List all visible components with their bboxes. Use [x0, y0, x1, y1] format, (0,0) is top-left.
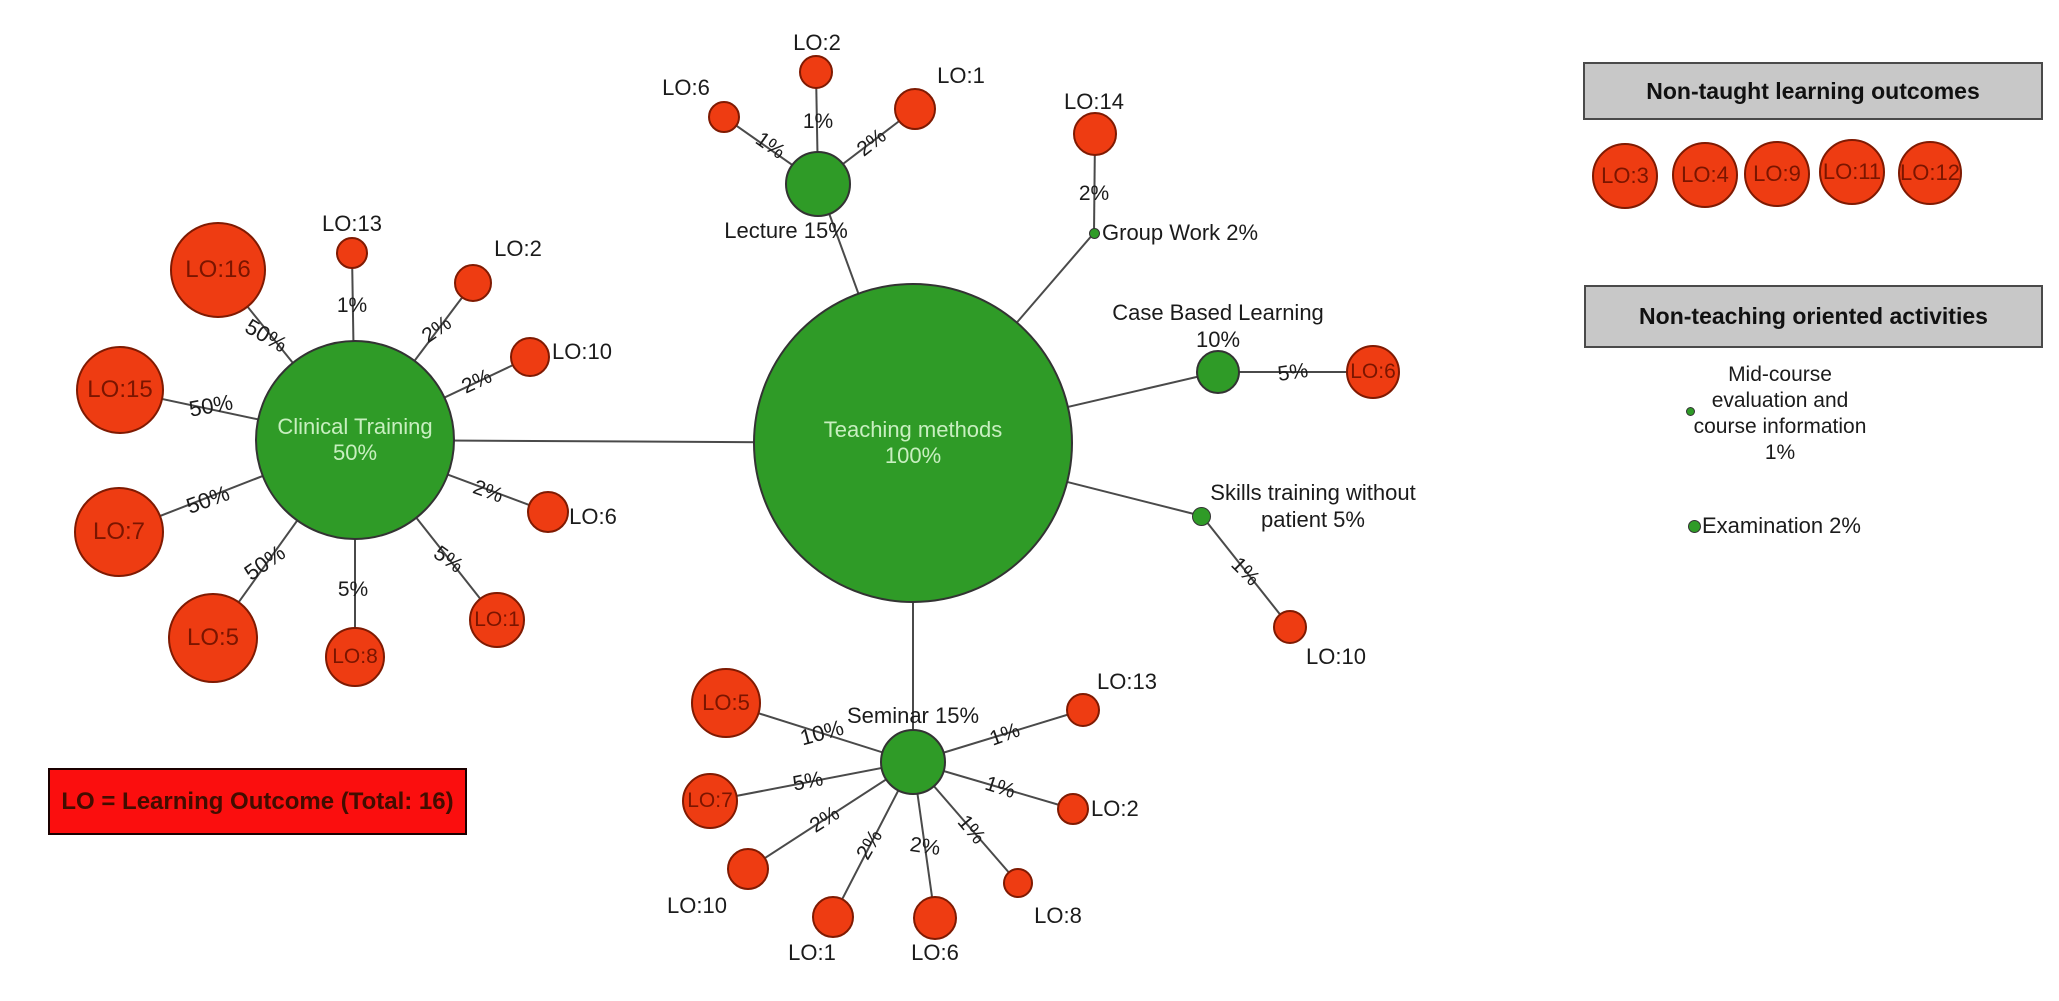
- midcourse-label-line4: 1%: [1764, 441, 1796, 464]
- edge-pct-clinical-lo8: 5%: [337, 578, 369, 601]
- node-seminar-lo5: LO:5: [691, 668, 761, 738]
- node-clinical-lo15: LO:15: [76, 346, 164, 434]
- edge-pct-clinical-lo13: 1%: [336, 294, 368, 317]
- non-teaching-header: Non-teaching oriented activities: [1584, 285, 2043, 348]
- lecture-lo6-outer-label: LO:6: [662, 75, 710, 100]
- node-lecture: [785, 151, 851, 217]
- cbl-lo6-label: LO:6: [1350, 360, 1396, 383]
- seminar-lo8-outer-label: LO:8: [1034, 903, 1082, 928]
- node-group-work-lo14: [1073, 112, 1117, 156]
- node-lecture-lo6: [708, 101, 740, 133]
- non-taught-header-label: Non-taught learning outcomes: [1646, 77, 1980, 104]
- seminar-lo13-outer-label: LO:13: [1097, 669, 1157, 694]
- lecture-lo1-outer-label: LO:1: [937, 63, 985, 88]
- node-lecture-lo1: [894, 88, 936, 130]
- nontaught-lo3-label: LO:3: [1601, 163, 1649, 188]
- clinical-lo2-outer-label: LO:2: [494, 236, 542, 261]
- node-nontaught-lo9: LO:9: [1744, 141, 1810, 207]
- node-seminar-lo13: [1066, 693, 1100, 727]
- lecture-label: Lecture 15%: [724, 218, 848, 243]
- seminar-label: Seminar 15%: [846, 703, 980, 728]
- seminar-lo2-outer-label: LO:2: [1091, 796, 1139, 821]
- clinical-lo16-label: LO:16: [185, 256, 251, 283]
- skills-training-label: Skills training without patient 5%: [1210, 479, 1415, 533]
- node-seminar-lo6: [913, 896, 957, 940]
- node-nontaught-lo11: LO:11: [1819, 139, 1885, 205]
- node-clinical-lo8: LO:8: [325, 627, 385, 687]
- legend-box: LO = Learning Outcome (Total: 16): [48, 768, 467, 835]
- seminar-lo6-outer-label: LO:6: [911, 940, 959, 965]
- clinical-lo7-label: LO:7: [92, 518, 146, 545]
- clinical-lo1-label: LO:1: [474, 608, 520, 631]
- midcourse-label-line3: course information: [1693, 415, 1867, 438]
- node-seminar-lo7: LO:7: [682, 773, 738, 829]
- midcourse-bullet-dot: [1686, 407, 1695, 416]
- skills-training-label-line2: patient 5%: [1261, 507, 1365, 532]
- node-cbl-lo6: LO:6: [1346, 345, 1400, 399]
- case-based-learning-label: Case Based Learning 10%: [1112, 299, 1324, 353]
- node-nontaught-lo4: LO:4: [1672, 142, 1738, 208]
- seminar-lo10-outer-label: LO:10: [667, 893, 727, 918]
- node-seminar-lo8: [1003, 868, 1033, 898]
- examination-label: Examination 2%: [1702, 513, 1861, 538]
- nontaught-lo9-label: LO:9: [1753, 161, 1801, 186]
- non-teaching-header-label: Non-teaching oriented activities: [1639, 303, 1988, 329]
- lecture-lo2-outer-label: LO:2: [793, 30, 841, 55]
- case-based-learning-label-line2: 10%: [1195, 327, 1241, 352]
- node-clinical-lo16: LO:16: [170, 222, 266, 318]
- node-seminar: [880, 729, 946, 795]
- node-teaching-methods: Teaching methods 100%: [753, 283, 1073, 603]
- teaching-methods-label-line1: Teaching methods: [823, 417, 1003, 442]
- edge-pct-lecture-lo2: 1%: [802, 110, 834, 133]
- edge-pct-group-work-lo14: 2%: [1078, 182, 1110, 205]
- case-based-learning-label-line1: Case Based Learning: [1112, 300, 1324, 325]
- group-work-lo14-outer-label: LO:14: [1064, 89, 1124, 114]
- node-clinical-lo2: [454, 264, 492, 302]
- node-seminar-lo1: [812, 896, 854, 938]
- teaching-methods-label-line2: 100%: [884, 443, 942, 468]
- node-clinical-lo10: [510, 337, 550, 377]
- seminar-lo7-label: LO:7: [687, 789, 733, 812]
- midcourse-label-line2: evaluation and: [1711, 389, 1849, 412]
- node-case-based-learning: [1196, 350, 1240, 394]
- seminar-lo1-outer-label: LO:1: [788, 940, 836, 965]
- node-skills-training: [1192, 507, 1211, 526]
- node-clinical-lo1: LO:1: [469, 592, 525, 648]
- midcourse-label-line1: Mid-course: [1728, 363, 1832, 386]
- clinical-lo8-label: LO:8: [332, 645, 378, 668]
- clinical-lo6-outer-label: LO:6: [569, 504, 617, 529]
- nontaught-lo12-label: LO:12: [1900, 160, 1960, 185]
- node-group-work: [1089, 228, 1100, 239]
- legend-text: LO = Learning Outcome (Total: 16): [61, 787, 454, 815]
- group-work-label: Group Work 2%: [1102, 220, 1259, 245]
- skills-lo10-outer-label: LO:10: [1306, 644, 1366, 669]
- skills-training-label-line1: Skills training without: [1210, 480, 1416, 505]
- node-clinical-lo7: LO:7: [74, 487, 164, 577]
- clinical-training-label: Clinical Training 50%: [277, 414, 433, 465]
- node-seminar-lo2: [1057, 793, 1089, 825]
- node-nontaught-lo3: LO:3: [1592, 143, 1658, 209]
- clinical-lo15-label: LO:15: [87, 376, 153, 403]
- clinical-lo5-label: LO:5: [186, 624, 240, 651]
- clinical-lo13-outer-label: LO:13: [322, 211, 382, 236]
- node-seminar-lo10: [727, 848, 769, 890]
- node-clinical-lo6: [527, 491, 569, 533]
- node-clinical-training: Clinical Training 50%: [255, 340, 455, 540]
- nontaught-lo11-label: LO:11: [1822, 159, 1882, 184]
- edge-pct-seminar-lo6: 2%: [908, 833, 942, 861]
- midcourse-label: Mid-course evaluation and course informa…: [1694, 362, 1867, 466]
- node-lecture-lo2: [799, 55, 833, 89]
- node-clinical-lo5: LO:5: [168, 593, 258, 683]
- node-skills-lo10: [1273, 610, 1307, 644]
- nontaught-lo4-label: LO:4: [1681, 162, 1729, 187]
- examination-bullet-dot: [1688, 520, 1701, 533]
- clinical-lo10-outer-label: LO:10: [552, 339, 612, 364]
- node-clinical-lo13: [336, 237, 368, 269]
- edge-pct-cbl-lo6: 5%: [1276, 359, 1310, 387]
- non-taught-header: Non-taught learning outcomes: [1583, 62, 2043, 120]
- node-nontaught-lo12: LO:12: [1898, 141, 1962, 205]
- seminar-lo5-label: LO:5: [702, 690, 750, 715]
